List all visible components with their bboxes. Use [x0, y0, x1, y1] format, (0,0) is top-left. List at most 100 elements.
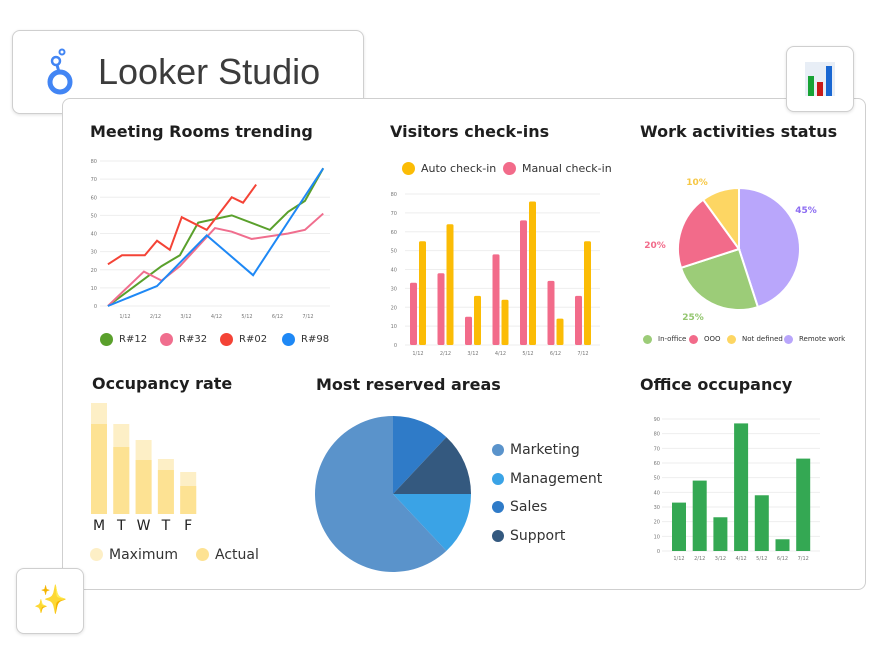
x-tick-label: 5/12	[756, 556, 767, 562]
bar-Auto check-in	[501, 299, 509, 345]
legend-label: Remote work	[799, 335, 846, 343]
bar-Manual check-in	[410, 282, 417, 345]
legend-label: Manual check-in	[522, 161, 612, 175]
x-tick-label: 4/12	[495, 351, 506, 357]
x-tick-label: T	[116, 518, 126, 534]
legend-swatch	[643, 334, 652, 344]
legend-swatch	[282, 332, 295, 346]
bar-Manual check-in	[492, 254, 500, 345]
y-tick-label: 50	[654, 476, 660, 482]
pie-slice-remote-work	[738, 186, 801, 309]
x-tick-label: 5/12	[241, 314, 252, 320]
legend-label: OOO	[704, 335, 721, 343]
x-tick-label: 3/12	[467, 351, 478, 357]
bar-Manual check-in	[575, 295, 582, 345]
y-tick-label: 0	[657, 549, 660, 555]
pie-slice-marketing	[315, 416, 447, 572]
bar-Auto check-in	[584, 241, 591, 345]
legend-marketing: Marketing	[492, 442, 580, 458]
bar	[796, 458, 811, 551]
legend-swatch	[503, 161, 516, 175]
bar	[775, 539, 790, 551]
bar-Auto check-in	[529, 201, 536, 345]
legend-R#32: R#32	[160, 332, 207, 346]
legend-R#02: R#02	[220, 332, 268, 346]
line-R#12	[107, 167, 325, 307]
most-reserved-title: Most reserved areas	[316, 375, 501, 394]
bar-Auto check-in	[446, 224, 454, 345]
x-tick-label: 2/12	[694, 556, 705, 562]
y-tick-label: 40	[654, 490, 660, 496]
bar	[713, 517, 728, 551]
legend-management: Management	[492, 471, 602, 487]
x-tick-label: T	[161, 518, 171, 534]
legend-swatch	[100, 332, 113, 346]
legend-swatch	[492, 472, 504, 485]
legend-label: R#12	[119, 333, 148, 345]
pie-slice-not-defined	[701, 186, 740, 253]
x-tick-label: F	[184, 518, 192, 534]
x-tick-label: W	[137, 518, 151, 534]
legend-swatch	[689, 334, 698, 344]
legend-ooo: OOO	[689, 334, 721, 344]
legend-swatch	[492, 444, 504, 456]
y-tick-label: 10	[91, 286, 97, 292]
occupancy-rate-title: Occupancy rate	[92, 374, 233, 393]
legend-swatch	[220, 332, 233, 346]
x-tick-label: M	[93, 518, 105, 534]
x-tick-label: 7/12	[577, 351, 588, 357]
legend-label: Sales	[510, 499, 548, 515]
y-tick-label: 0	[394, 343, 397, 349]
bar-Auto check-in	[419, 241, 426, 345]
y-tick-label: 0	[94, 304, 97, 310]
legend-R#98: R#98	[282, 332, 329, 346]
legend-support: Support	[492, 528, 565, 544]
legend-swatch	[160, 332, 173, 346]
office-occupancy-title: Office occupancy	[640, 375, 793, 394]
pie-slice-in-office	[679, 247, 760, 311]
ai-assist-button[interactable]: ✨	[16, 568, 84, 634]
y-tick-label: 20	[654, 520, 660, 526]
bar-Actual	[157, 470, 174, 514]
y-tick-label: 90	[654, 417, 660, 423]
legend-label: Maximum	[109, 546, 178, 563]
y-tick-label: 50	[91, 213, 97, 219]
legend-label: Marketing	[510, 442, 580, 458]
legend-sales: Sales	[492, 499, 547, 515]
legend-label: R#02	[239, 333, 268, 345]
bar-chart-icon	[805, 62, 835, 96]
app-title: Looker Studio	[98, 51, 321, 92]
bar-Manual check-in	[437, 273, 445, 345]
pie-slice-management	[393, 494, 471, 551]
y-tick-label: 80	[654, 432, 660, 438]
looker-studio-logo-icon	[47, 48, 73, 95]
pie-slice-sales	[393, 416, 447, 494]
bar-Manual check-in	[520, 220, 527, 345]
y-tick-label: 60	[391, 230, 397, 236]
bar	[672, 502, 686, 551]
y-tick-label: 20	[391, 305, 397, 311]
bar-Actual	[135, 460, 152, 514]
bar-Manual check-in	[465, 316, 472, 345]
x-tick-label: 5/12	[522, 351, 533, 357]
legend-label: Actual	[215, 546, 259, 563]
y-tick-label: 20	[91, 268, 97, 274]
legend-label: Auto check-in	[421, 161, 497, 175]
legend-label: Not defined	[742, 335, 783, 343]
meeting-rooms-title: Meeting Rooms trending	[90, 122, 313, 141]
bar-Auto check-in	[474, 295, 481, 345]
y-tick-label: 40	[391, 268, 397, 274]
legend-manual: Manual check-in	[503, 161, 612, 175]
chart-type-button[interactable]	[786, 46, 854, 112]
x-tick-label: 3/12	[180, 314, 191, 320]
sparkles-icon: ✨	[33, 583, 68, 616]
y-tick-label: 70	[654, 446, 660, 452]
legend-swatch	[90, 548, 103, 561]
y-tick-label: 40	[91, 232, 97, 238]
line-R#32	[107, 212, 324, 307]
legend-not-defined: Not defined	[727, 334, 783, 344]
y-tick-label: 50	[391, 249, 397, 255]
x-tick-label: 1/12	[412, 351, 423, 357]
y-tick-label: 70	[391, 211, 397, 217]
x-tick-label: 1/12	[119, 314, 130, 320]
